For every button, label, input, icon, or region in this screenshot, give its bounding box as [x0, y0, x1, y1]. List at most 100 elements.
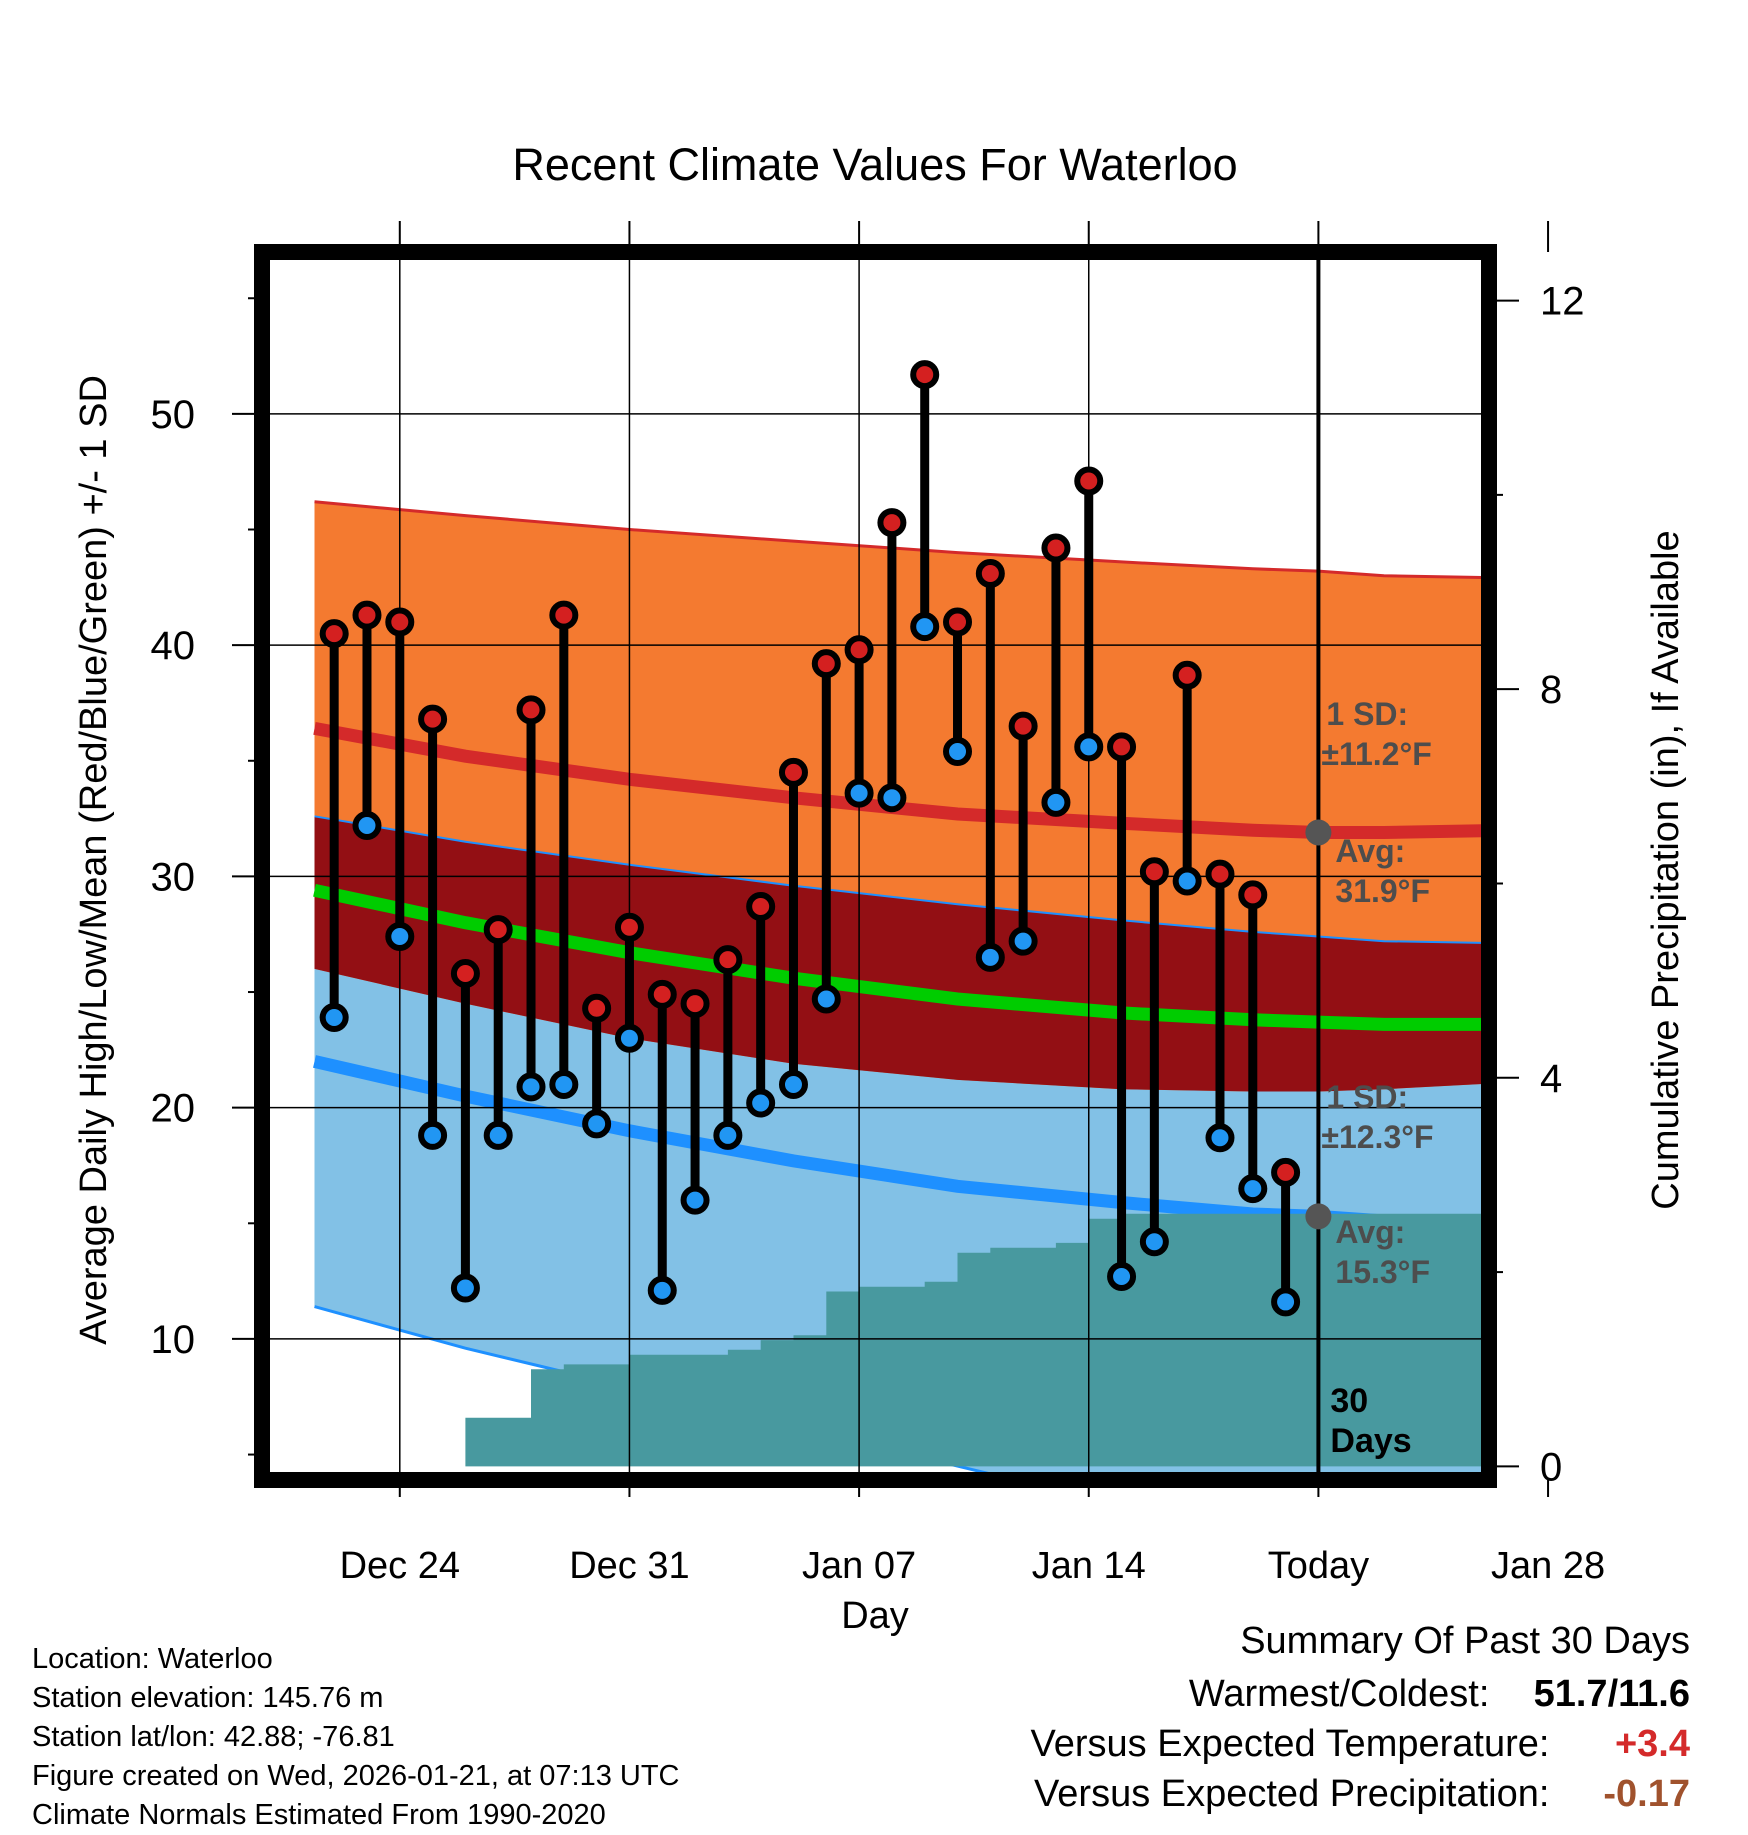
y-tick-label: 50 [151, 393, 196, 437]
footer-location: Location: Waterloo [32, 1643, 273, 1675]
x-tick-label: Jan 07 [802, 1545, 916, 1587]
day-marker [1172, 660, 1202, 896]
x-tick-label: Jan 14 [1032, 1545, 1146, 1587]
daily-low-point [1271, 1287, 1301, 1317]
footer-elevation: Station elevation: 145.76 m [32, 1682, 384, 1714]
summary-warmest-coldest: Warmest/Coldest: 51.7/11.6 [1189, 1673, 1690, 1716]
daily-low-point [1041, 787, 1071, 817]
daily-high-point [778, 757, 808, 787]
day-marker [975, 558, 1005, 972]
y2-axis-title: Cumulative Precipitation (in), If Availa… [1645, 530, 1687, 1209]
x-tick-label: Dec 24 [340, 1545, 460, 1587]
daily-low-point [1139, 1227, 1169, 1257]
daily-high-point [516, 695, 546, 725]
daily-high-point [450, 959, 480, 989]
day-marker [1008, 711, 1038, 956]
daily-high-point [877, 508, 907, 538]
day-marker [910, 360, 940, 642]
day-marker [614, 912, 644, 1053]
footer-latlon: Station lat/lon: 42.88; -76.81 [32, 1721, 395, 1753]
daily-low-point [450, 1273, 480, 1303]
window-days-count: 30 [1330, 1382, 1368, 1420]
y2-tick-label: 0 [1540, 1445, 1562, 1489]
chart-title: Recent Climate Values For Waterloo [512, 139, 1237, 190]
daily-high-point [975, 558, 1005, 588]
day-marker [1238, 880, 1268, 1204]
daily-high-point [418, 704, 448, 734]
day-marker [778, 757, 808, 1100]
day-marker [483, 915, 513, 1150]
summary-warmest-coldest-label: Warmest/Coldest: [1188, 1673, 1490, 1715]
daily-low-point [418, 1120, 448, 1150]
daily-high-point [943, 607, 973, 637]
plot-frame [254, 244, 1497, 1488]
high-upper-line [314, 500, 1489, 580]
daily-high-point [385, 607, 415, 637]
daily-low-point [1172, 866, 1202, 896]
daily-high-point [680, 989, 710, 1019]
daily-low-point [1238, 1174, 1268, 1204]
day-marker [844, 635, 874, 808]
daily-low-point [614, 1023, 644, 1053]
daily-low-point [778, 1070, 808, 1100]
day-marker [319, 619, 349, 1032]
day-marker [943, 607, 973, 767]
x-tick-label: Today [1268, 1545, 1369, 1587]
daily-high-point [647, 979, 677, 1009]
daily-low-point [680, 1185, 710, 1215]
day-marker [549, 600, 579, 1100]
daily-low-point [582, 1109, 612, 1139]
summary-precipitation: Versus Expected Precipitation: -0.17 [1034, 1773, 1690, 1816]
x-axis-title: Day [841, 1595, 909, 1637]
daily-low-point [1074, 732, 1104, 762]
daily-low-point [352, 811, 382, 841]
low-sd-value: ±12.3°F [1321, 1119, 1433, 1155]
y-tick-label: 20 [151, 1087, 196, 1131]
daily-low-point [1008, 926, 1038, 956]
summary-title: Summary Of Past 30 Days [1240, 1620, 1690, 1662]
day-marker [1205, 859, 1235, 1153]
daily-high-point [319, 619, 349, 649]
daily-low-point [811, 984, 841, 1014]
y-tick-label: 10 [151, 1318, 196, 1362]
day-marker [647, 979, 677, 1305]
daily-low-point [319, 1002, 349, 1032]
daily-low-point [516, 1072, 546, 1102]
daily-high-point [1139, 857, 1169, 887]
day-marker [1074, 466, 1104, 762]
high-avg-label: Avg: [1335, 833, 1405, 869]
summary-warmest-coldest-value: 51.7/11.6 [1533, 1673, 1690, 1715]
y2-tick-label: 8 [1540, 668, 1562, 712]
daily-low-point [975, 942, 1005, 972]
day-marker [352, 600, 382, 841]
day-marker [450, 959, 480, 1303]
x-tick-label: Dec 31 [569, 1545, 689, 1587]
daily-low-point [549, 1070, 579, 1100]
summary-precip-value: -0.17 [1603, 1773, 1690, 1815]
day-marker [516, 695, 546, 1102]
daily-high-point [1107, 732, 1137, 762]
x-tick-label: Jan 28 [1491, 1545, 1605, 1587]
low-sd-label: 1 SD: [1326, 1079, 1408, 1115]
high-sd-label: 1 SD: [1326, 696, 1408, 732]
daily-high-point [746, 891, 776, 921]
daily-high-point [844, 635, 874, 665]
daily-high-point [1008, 711, 1038, 741]
daily-high-point [811, 649, 841, 679]
y-tick-label: 30 [151, 855, 196, 899]
daily-high-point [1074, 466, 1104, 496]
day-marker [385, 607, 415, 952]
daily-low-point [647, 1275, 677, 1305]
y2-tick-label: 4 [1540, 1057, 1562, 1101]
footer-created: Figure created on Wed, 2026-01-21, at 07… [32, 1760, 680, 1792]
window-days-label: Days [1330, 1422, 1411, 1460]
daily-high-point [582, 993, 612, 1023]
daily-high-point [483, 915, 513, 945]
day-marker [811, 649, 841, 1014]
day-marker [1107, 732, 1137, 1291]
summary-precip-label: Versus Expected Precipitation: [1034, 1773, 1550, 1815]
daily-low-point [746, 1088, 776, 1118]
day-marker [582, 993, 612, 1139]
low-avg-value: 15.3°F [1335, 1254, 1430, 1290]
